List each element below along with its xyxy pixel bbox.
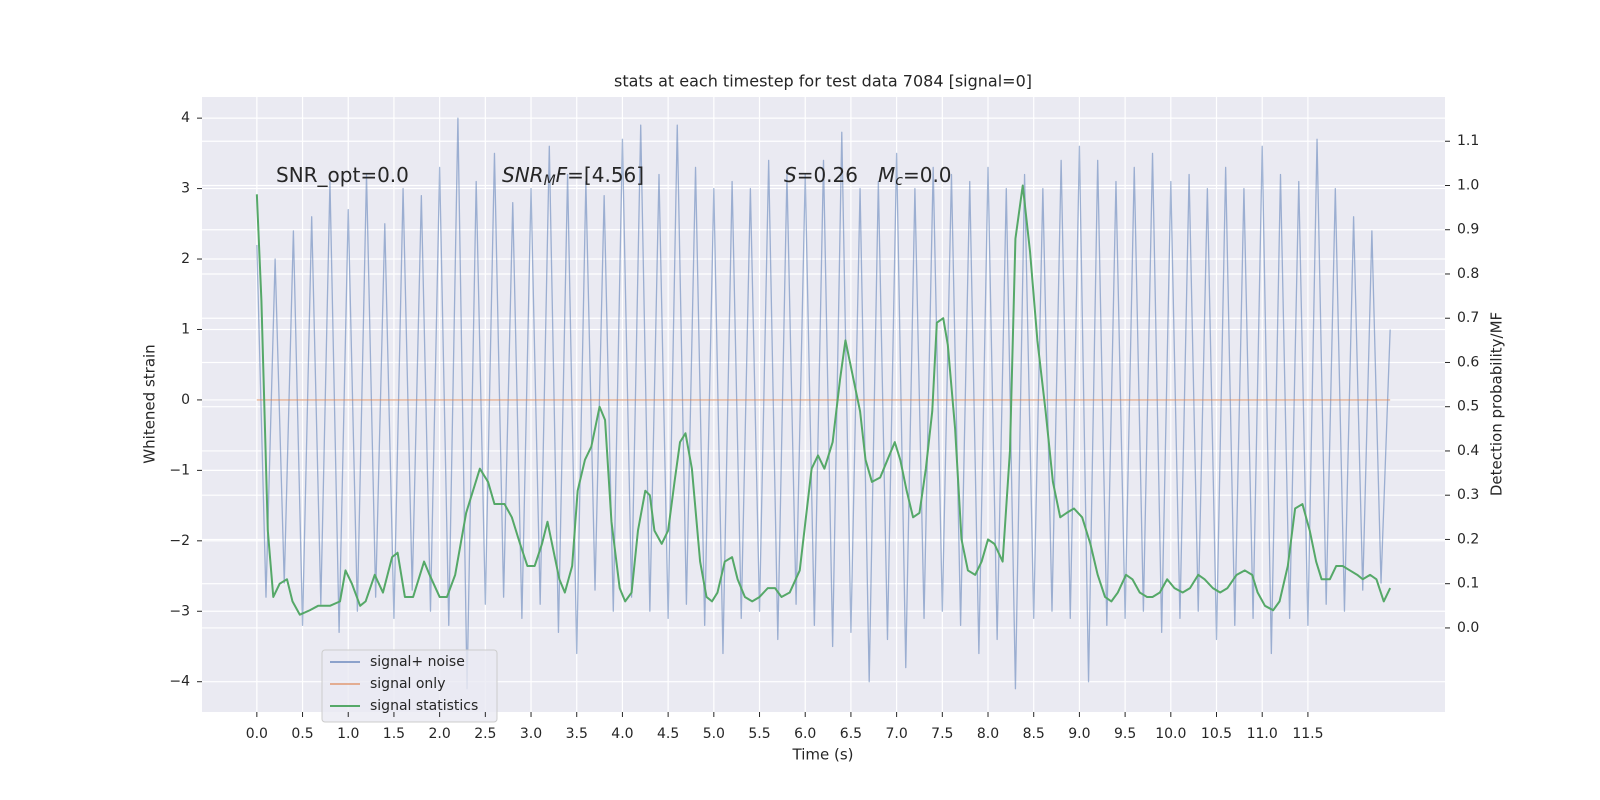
y-tick-label: −4 (169, 674, 190, 690)
y2-tick-label: 0.9 (1457, 222, 1479, 238)
y2-tick-label: 0.7 (1457, 310, 1479, 326)
y2-axis-label: Detection probability/MF (1488, 312, 1506, 496)
y-tick-label: 2 (181, 251, 190, 267)
annotation-text: SNR (502, 163, 544, 187)
y2-tick-label: 0.1 (1457, 576, 1479, 592)
y2-tick-label: 0.3 (1457, 487, 1479, 503)
x-tick-label: 2.0 (428, 726, 450, 742)
annotation: SNR_opt=0.0 (276, 163, 409, 187)
y-tick-label: −3 (169, 603, 190, 619)
y-tick-label: 1 (181, 321, 190, 337)
x-tick-label: 9.0 (1068, 726, 1090, 742)
x-tick-label: 3.5 (566, 726, 588, 742)
marks (255, 117, 1392, 690)
x-tick-label: 10.0 (1155, 726, 1186, 742)
annotation-text: S (784, 163, 797, 187)
x-tick-label: 3.0 (520, 726, 542, 742)
y2-tick-label: 0.6 (1457, 354, 1479, 370)
y2-tick-label: 0.2 (1457, 531, 1479, 547)
legend: signal+ noise signal only signal statistic… (321, 649, 498, 723)
y-tick-label: 0 (181, 392, 190, 408)
annotation-text: c (895, 173, 903, 189)
legend-label: signal+ noise (370, 654, 465, 670)
x-tick-label: 0.0 (246, 726, 268, 742)
annotation-text: M (544, 173, 556, 189)
annotation-text: M (878, 163, 895, 187)
x-axis-label: Time (s) (792, 746, 854, 764)
y2-tick-label: 0.0 (1457, 620, 1479, 636)
series-line (255, 184, 1392, 616)
x-tick-label: 9.5 (1114, 726, 1136, 742)
x-tick-label: 11.0 (1247, 726, 1278, 742)
annotation-text: F (556, 163, 568, 187)
x-tick-label: 0.5 (291, 726, 313, 742)
legend-label: signal statistics (370, 698, 478, 714)
x-tick-label: 4.0 (611, 726, 633, 742)
x-tick-label: 7.5 (931, 726, 953, 742)
x-tick-label: 6.5 (840, 726, 862, 742)
legend-label: signal only (370, 676, 445, 692)
annotation-text: =0.26 (797, 163, 858, 187)
x-tick-label: 4.5 (657, 726, 679, 742)
x-tick-label: 10.5 (1201, 726, 1232, 742)
x-tick-label: 8.0 (977, 726, 999, 742)
y-tick-label: −1 (169, 462, 190, 478)
series-line (256, 117, 1391, 690)
y2-tick-label: 1.1 (1457, 133, 1479, 149)
x-tick-label: 1.5 (383, 726, 405, 742)
plot-background (202, 97, 1445, 712)
y2-tick-label: 1.0 (1457, 177, 1479, 193)
y-axis-label: Whitened strain (141, 344, 159, 463)
x-tick-label: 5.0 (703, 726, 725, 742)
x-tick-label: 6.0 (794, 726, 816, 742)
x-tick-label: 7.0 (885, 726, 907, 742)
annotation-text: =0.0 (903, 163, 952, 187)
y-tick-label: 3 (181, 181, 190, 197)
annotation-text: SNR_opt=0.0 (276, 163, 409, 187)
y2-tick-label: 0.8 (1457, 266, 1479, 282)
x-tick-label: 2.5 (474, 726, 496, 742)
y2-tick-label: 0.4 (1457, 443, 1479, 459)
y2-tick-label: 0.5 (1457, 399, 1479, 415)
legend-box (321, 649, 498, 723)
y-tick-label: −2 (169, 533, 190, 549)
x-tick-label: 11.5 (1292, 726, 1323, 742)
annotation: SNRMF=[4.56] (502, 163, 644, 190)
x-tick-label: 1.0 (337, 726, 359, 742)
x-tick-label: 5.5 (748, 726, 770, 742)
annotation-text: =[4.56] (567, 163, 644, 187)
annotation: S=0.26 (784, 163, 858, 187)
chart-title: stats at each timestep for test data 708… (614, 72, 1032, 91)
annotation: Mc=0.0 (878, 163, 952, 190)
y-tick-label: 4 (181, 110, 190, 126)
x-tick-label: 8.5 (1023, 726, 1045, 742)
